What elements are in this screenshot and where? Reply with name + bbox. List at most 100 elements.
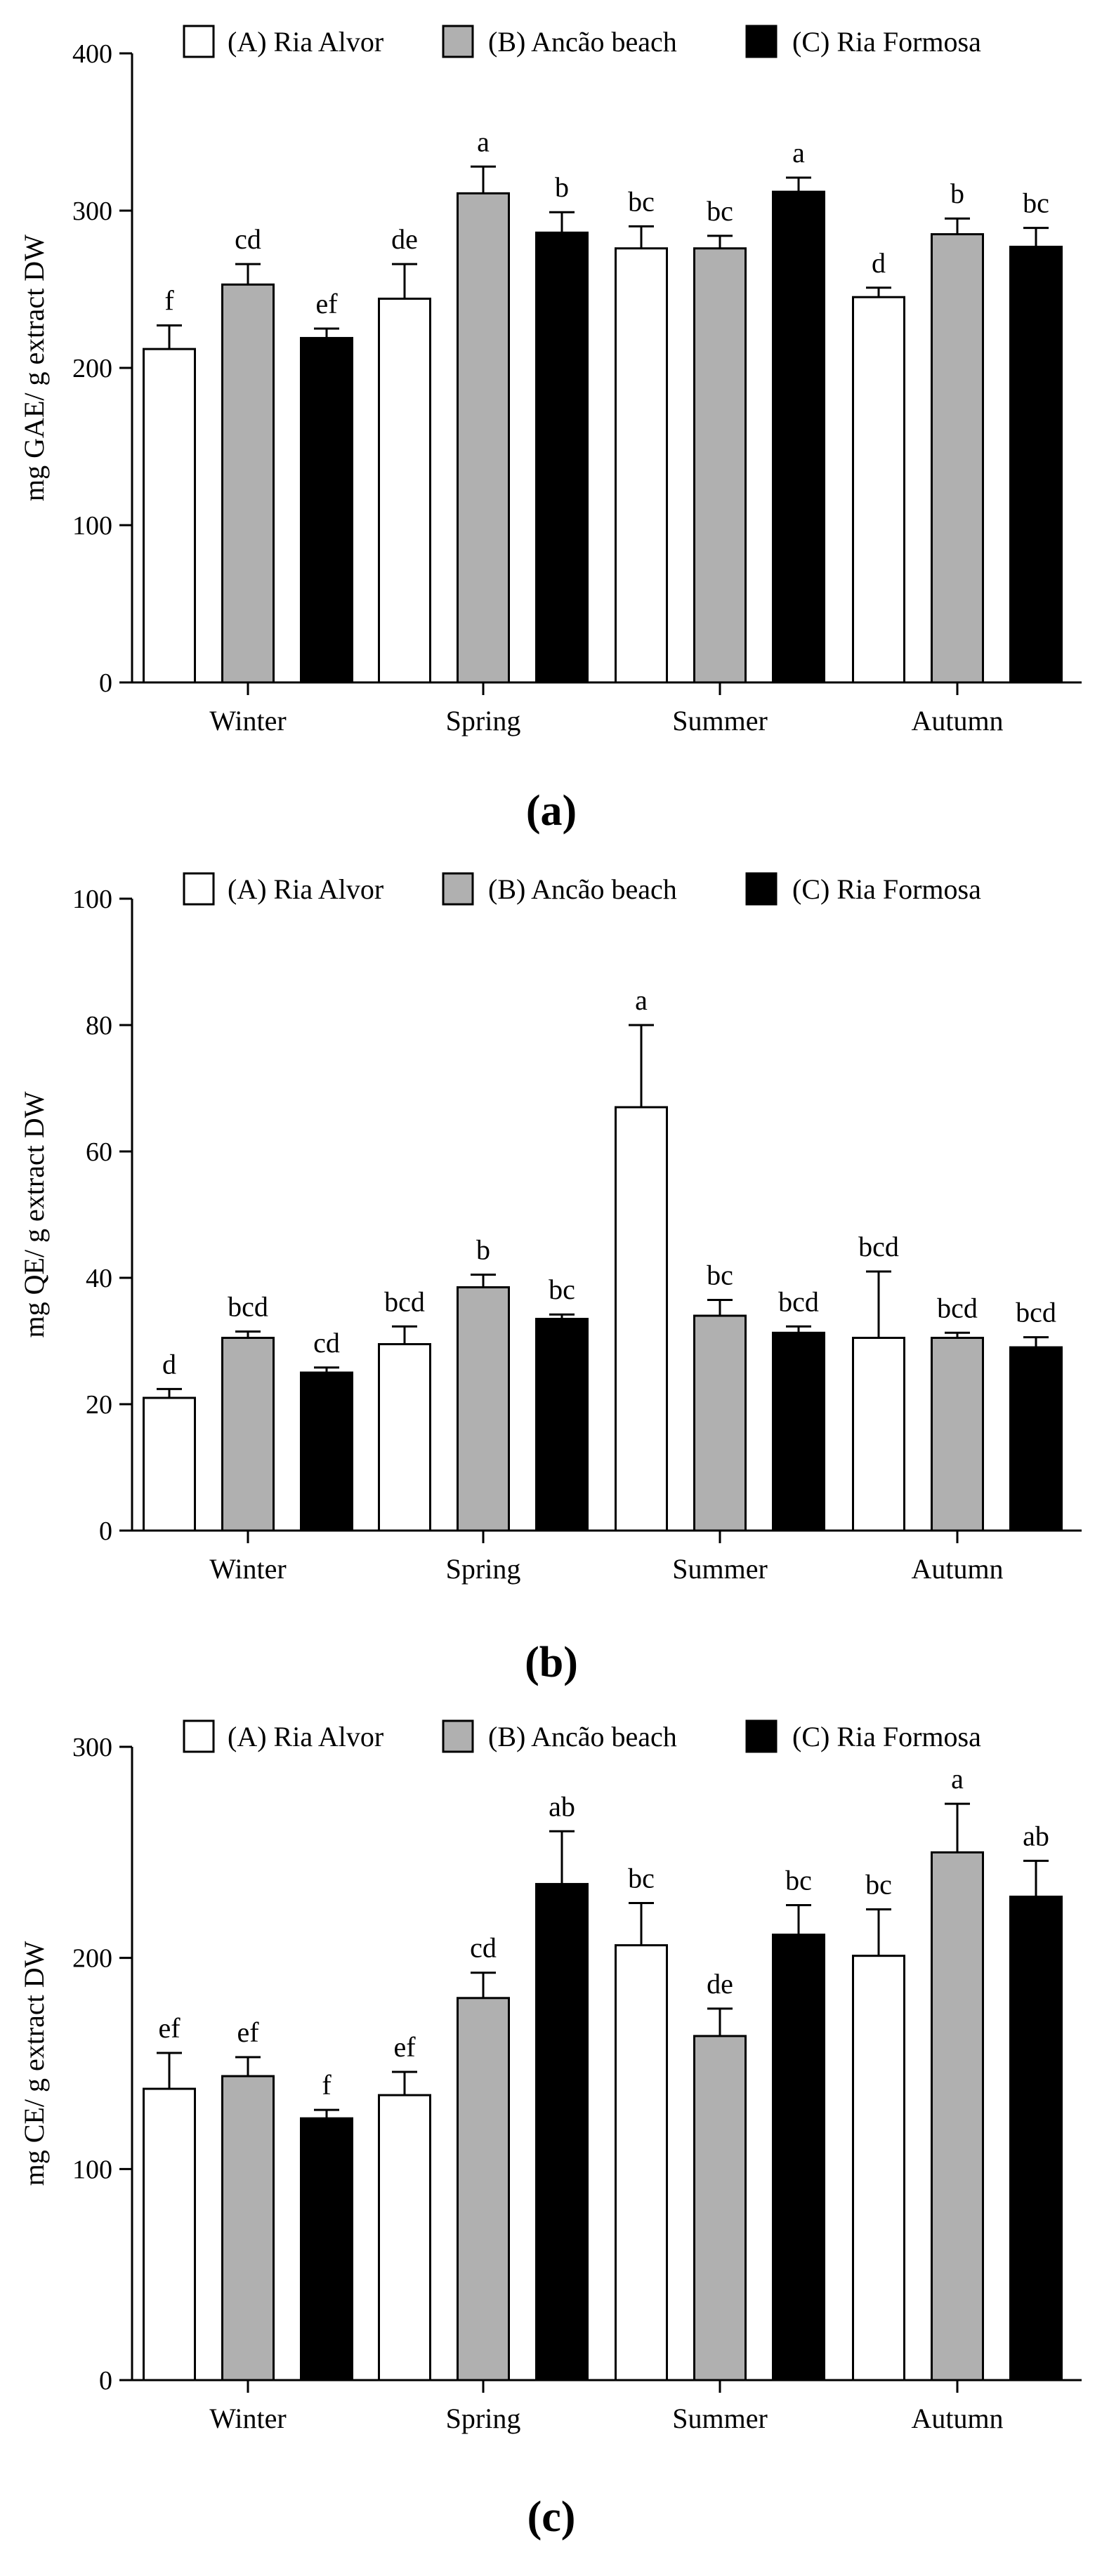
bar <box>852 296 905 684</box>
significance-letter: bcd <box>228 1291 268 1323</box>
significance-letter: b <box>555 171 569 203</box>
bar <box>615 1944 668 2382</box>
significance-letter: ef <box>237 2016 259 2048</box>
significance-letter: bc <box>785 1865 812 1896</box>
bar <box>693 247 747 684</box>
legend-swatch <box>745 1719 778 1753</box>
legend: (A) Ria Alvor (B) Ancão beach (C) Ria Form… <box>183 872 981 906</box>
y-axis-title: mg CE/ g extract DW <box>18 1941 50 2186</box>
y-axis-title: mg QE/ g extract DW <box>18 1091 50 1337</box>
significance-letter: bc <box>1023 187 1049 219</box>
y-tick-label: 0 <box>99 668 112 698</box>
legend: (A) Ria Alvor (B) Ancão beach (C) Ria Form… <box>183 25 981 58</box>
legend-label: (B) Ancão beach <box>488 873 677 905</box>
significance-letter: bc <box>549 1274 575 1305</box>
bar <box>615 1106 668 1532</box>
y-tick-label: 200 <box>72 1944 112 1974</box>
y-tick-label: 100 <box>72 511 112 541</box>
bar <box>143 2087 196 2382</box>
significance-letter: bc <box>628 185 655 217</box>
significance-letter: bc <box>707 1260 733 1291</box>
bar <box>693 2035 747 2382</box>
legend-label: (B) Ancão beach <box>488 1721 677 1752</box>
significance-letter: ef <box>315 288 338 319</box>
significance-letter: bc <box>628 1862 655 1894</box>
bar <box>300 2117 353 2382</box>
significance-letter: bc <box>865 1869 892 1901</box>
significance-letter: a <box>792 137 805 169</box>
significance-letter: ab <box>549 1790 575 1822</box>
bar <box>852 1955 905 2382</box>
y-tick-label: 300 <box>72 1733 112 1762</box>
significance-letter: a <box>635 984 648 1016</box>
x-tick-label: Summer <box>672 2403 768 2434</box>
bar <box>615 247 668 684</box>
significance-letter: d <box>872 247 886 279</box>
y-tick-label: 200 <box>72 354 112 383</box>
panel-caption: (a) <box>526 787 577 835</box>
legend-swatch <box>183 25 215 58</box>
y-tick-label: 20 <box>86 1390 112 1420</box>
significance-letter: ef <box>158 2012 181 2044</box>
bar <box>535 1882 589 2382</box>
bar <box>931 1337 984 1532</box>
bar <box>378 1343 431 1532</box>
significance-letter: cd <box>235 223 261 255</box>
x-tick-label: Spring <box>446 1553 521 1585</box>
significance-letter: b <box>950 178 964 209</box>
significance-letter: d <box>162 1348 176 1380</box>
significance-letter: ab <box>1023 1820 1049 1851</box>
panel-caption: (b) <box>525 1639 578 1686</box>
legend-label: (C) Ria Formosa <box>792 873 981 905</box>
x-tick-label: Summer <box>672 1553 768 1585</box>
significance-letter: cd <box>470 1932 497 1964</box>
bar <box>457 1997 510 2382</box>
x-tick-label: Autumn <box>911 1553 1003 1585</box>
bar <box>221 1337 275 1532</box>
legend-swatch <box>442 25 474 58</box>
bar <box>143 348 196 684</box>
bar <box>1009 1346 1063 1532</box>
legend-swatch <box>442 1719 474 1753</box>
bar <box>143 1396 196 1532</box>
panel-caption: (c) <box>527 2493 576 2541</box>
bar <box>535 1318 589 1532</box>
legend-label: (A) Ria Alvor <box>228 1721 383 1752</box>
bar <box>693 1314 747 1532</box>
bar <box>1009 246 1063 684</box>
x-tick-label: Autumn <box>911 2403 1003 2434</box>
bar <box>1009 1895 1063 2382</box>
significance-letter: ef <box>393 2031 416 2063</box>
bar <box>221 2075 275 2382</box>
significance-letter: b <box>476 1234 490 1266</box>
x-tick-label: Spring <box>446 2403 521 2434</box>
bar <box>457 192 510 684</box>
significance-letter: a <box>951 1763 964 1795</box>
significance-letter: f <box>322 2069 332 2101</box>
legend-label: (A) Ria Alvor <box>228 873 383 905</box>
significance-letter: de <box>707 1968 733 2000</box>
bar <box>457 1286 510 1532</box>
legend-label: (C) Ria Formosa <box>792 1721 981 1752</box>
chart-panel-3: (A) Ria Alvor (B) Ancão beach (C) Ria Form… <box>18 1719 1082 2541</box>
y-tick-label: 100 <box>72 2155 112 2184</box>
bar <box>931 1851 984 2382</box>
x-tick-label: Winter <box>209 705 286 737</box>
significance-letter: bcd <box>778 1286 819 1317</box>
legend-label: (A) Ria Alvor <box>228 26 383 58</box>
bar <box>931 233 984 684</box>
legend-label: (B) Ancão beach <box>488 26 677 58</box>
legend-label: (C) Ria Formosa <box>792 26 981 58</box>
y-tick-label: 300 <box>72 197 112 226</box>
x-tick-label: Spring <box>446 705 521 737</box>
bar <box>535 231 589 684</box>
y-tick-label: 400 <box>72 39 112 69</box>
significance-letter: bcd <box>1016 1297 1056 1328</box>
y-tick-label: 0 <box>99 2366 112 2396</box>
significance-letter: cd <box>313 1327 340 1359</box>
bar <box>221 283 275 684</box>
bar <box>300 336 353 684</box>
bar <box>378 2094 431 2382</box>
significance-letter: bc <box>707 195 733 227</box>
